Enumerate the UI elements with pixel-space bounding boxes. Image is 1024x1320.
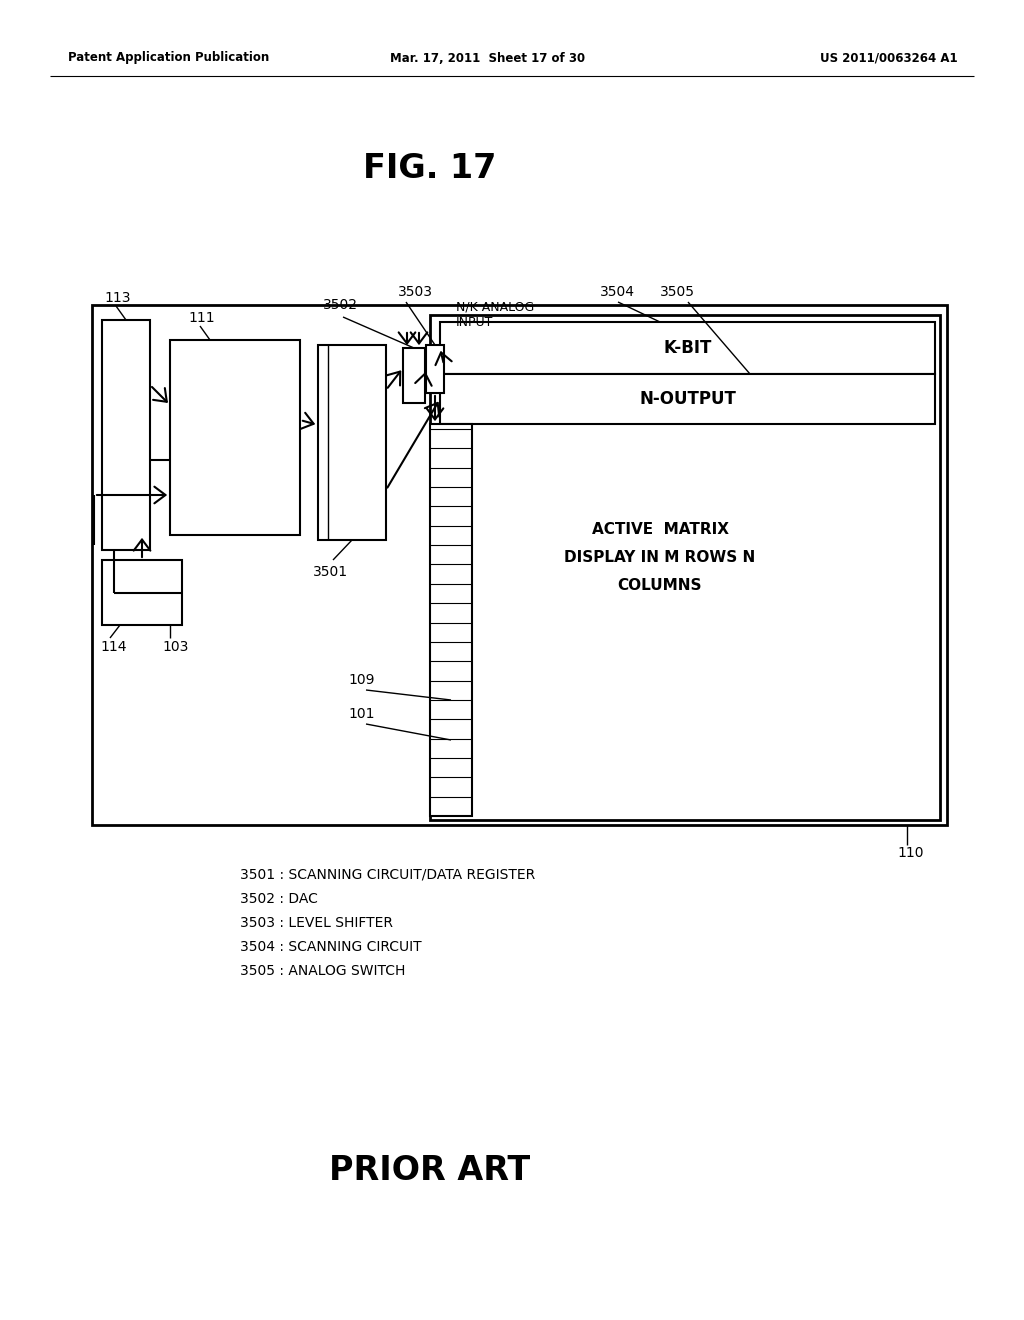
Text: 103: 103 (162, 640, 188, 653)
Bar (430, 315, 940, 820)
Text: 111: 111 (188, 312, 215, 325)
Bar (102, 319, 150, 550)
Bar (440, 374, 935, 424)
Text: K-BIT: K-BIT (664, 339, 712, 356)
Text: Mar. 17, 2011  Sheet 17 of 30: Mar. 17, 2011 Sheet 17 of 30 (390, 51, 585, 65)
Text: 113: 113 (104, 290, 130, 305)
Text: 3505: 3505 (660, 285, 695, 300)
Text: 101: 101 (348, 708, 375, 721)
Bar (92, 305, 947, 825)
Bar (403, 348, 425, 403)
Text: ACTIVE  MATRIX: ACTIVE MATRIX (592, 523, 728, 537)
Text: N/K ANALOG: N/K ANALOG (456, 301, 535, 314)
Text: Patent Application Publication: Patent Application Publication (68, 51, 269, 65)
Text: 3501: 3501 (313, 565, 348, 579)
Bar (440, 322, 935, 374)
Bar (318, 345, 386, 540)
Text: INPUT: INPUT (456, 315, 494, 329)
Text: PRIOR ART: PRIOR ART (330, 1154, 530, 1187)
Text: 3502 : DAC: 3502 : DAC (240, 892, 317, 906)
Text: 3502: 3502 (323, 298, 358, 312)
Text: 3501 : SCANNING CIRCUIT/DATA REGISTER: 3501 : SCANNING CIRCUIT/DATA REGISTER (240, 869, 536, 882)
Text: DISPLAY IN M ROWS N: DISPLAY IN M ROWS N (564, 550, 756, 565)
Text: 114: 114 (100, 640, 127, 653)
Bar (170, 341, 300, 535)
Text: COLUMNS: COLUMNS (617, 578, 702, 594)
Text: 109: 109 (348, 673, 375, 686)
Text: 3504 : SCANNING CIRCUIT: 3504 : SCANNING CIRCUIT (240, 940, 422, 954)
Bar (430, 424, 472, 816)
Bar (102, 560, 182, 624)
Text: 3503: 3503 (398, 285, 433, 300)
Bar (426, 345, 444, 393)
Text: 110: 110 (897, 846, 924, 861)
Text: 3504: 3504 (600, 285, 635, 300)
Text: FIG. 17: FIG. 17 (364, 152, 497, 185)
Text: 3503 : LEVEL SHIFTER: 3503 : LEVEL SHIFTER (240, 916, 393, 931)
Text: N-OUTPUT: N-OUTPUT (639, 389, 736, 408)
Text: US 2011/0063264 A1: US 2011/0063264 A1 (820, 51, 958, 65)
Text: 3505 : ANALOG SWITCH: 3505 : ANALOG SWITCH (240, 964, 406, 978)
